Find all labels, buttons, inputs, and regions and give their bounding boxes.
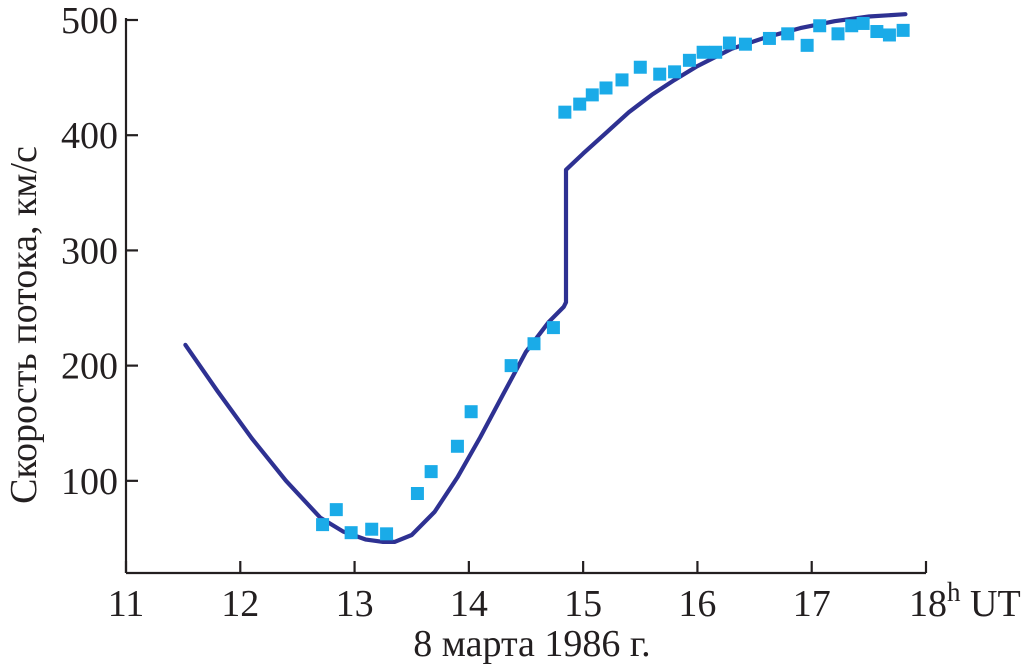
- observed-point: [709, 45, 723, 59]
- observed-point: [558, 105, 572, 119]
- observed-point: [464, 405, 478, 419]
- observed-point: [573, 97, 587, 111]
- x-tick-label: 12: [221, 583, 259, 625]
- observed-point: [813, 19, 827, 33]
- observed-point: [585, 88, 599, 102]
- observed-point: [424, 465, 438, 479]
- x-tick-label: 11: [108, 583, 145, 625]
- observed-point: [831, 27, 845, 41]
- observed-point: [504, 359, 518, 373]
- model-series: [183, 12, 908, 545]
- observed-point: [762, 31, 776, 45]
- observed-point: [781, 27, 795, 41]
- observed-point: [380, 527, 394, 541]
- observed-point: [882, 28, 896, 42]
- observed-point: [845, 19, 859, 33]
- y-tick-label: 100: [61, 461, 118, 503]
- y-axis-title: Скорость потока, км/с: [3, 146, 45, 504]
- x-tick-label: 13: [336, 583, 374, 625]
- y-tick-label: 500: [61, 0, 118, 42]
- observed-point: [450, 439, 464, 453]
- x-tick-label: 15: [564, 583, 602, 625]
- observed-point: [615, 73, 629, 87]
- observed-point: [653, 67, 667, 81]
- observed-point: [344, 526, 358, 540]
- x-axis-title: 8 марта 1986 г.: [413, 623, 650, 665]
- observed-point: [546, 321, 560, 335]
- observed-point: [633, 60, 647, 74]
- y-tick-label: 300: [61, 230, 118, 272]
- observed-point: [682, 53, 696, 67]
- y-axis: 100 200 300 400 500: [61, 0, 138, 573]
- model-line: [183, 12, 908, 545]
- x-tick-label: 17: [793, 583, 831, 625]
- observed-point: [599, 81, 613, 95]
- y-tick-label: 400: [61, 115, 118, 157]
- observed-point: [410, 487, 424, 501]
- observed-point: [738, 37, 752, 51]
- observed-point: [668, 65, 682, 79]
- observed-point: [856, 16, 870, 30]
- observed-point: [722, 36, 736, 50]
- x-tick-label: 14: [450, 583, 488, 625]
- observed-point: [696, 45, 710, 59]
- x-tick-label: 16: [678, 583, 716, 625]
- observed-point: [365, 522, 379, 536]
- observed-point: [329, 503, 343, 517]
- observed-point: [896, 23, 910, 37]
- observed-point: [800, 38, 814, 52]
- observed-point: [870, 25, 884, 39]
- x-tick-label: 18h UT: [909, 577, 1021, 625]
- x-axis: 11 12 13 14 15 16 17 18h UT: [108, 561, 1021, 625]
- observed-point: [527, 337, 541, 351]
- observed-series: [316, 16, 910, 541]
- y-tick-label: 200: [61, 346, 118, 388]
- observed-point: [316, 518, 330, 532]
